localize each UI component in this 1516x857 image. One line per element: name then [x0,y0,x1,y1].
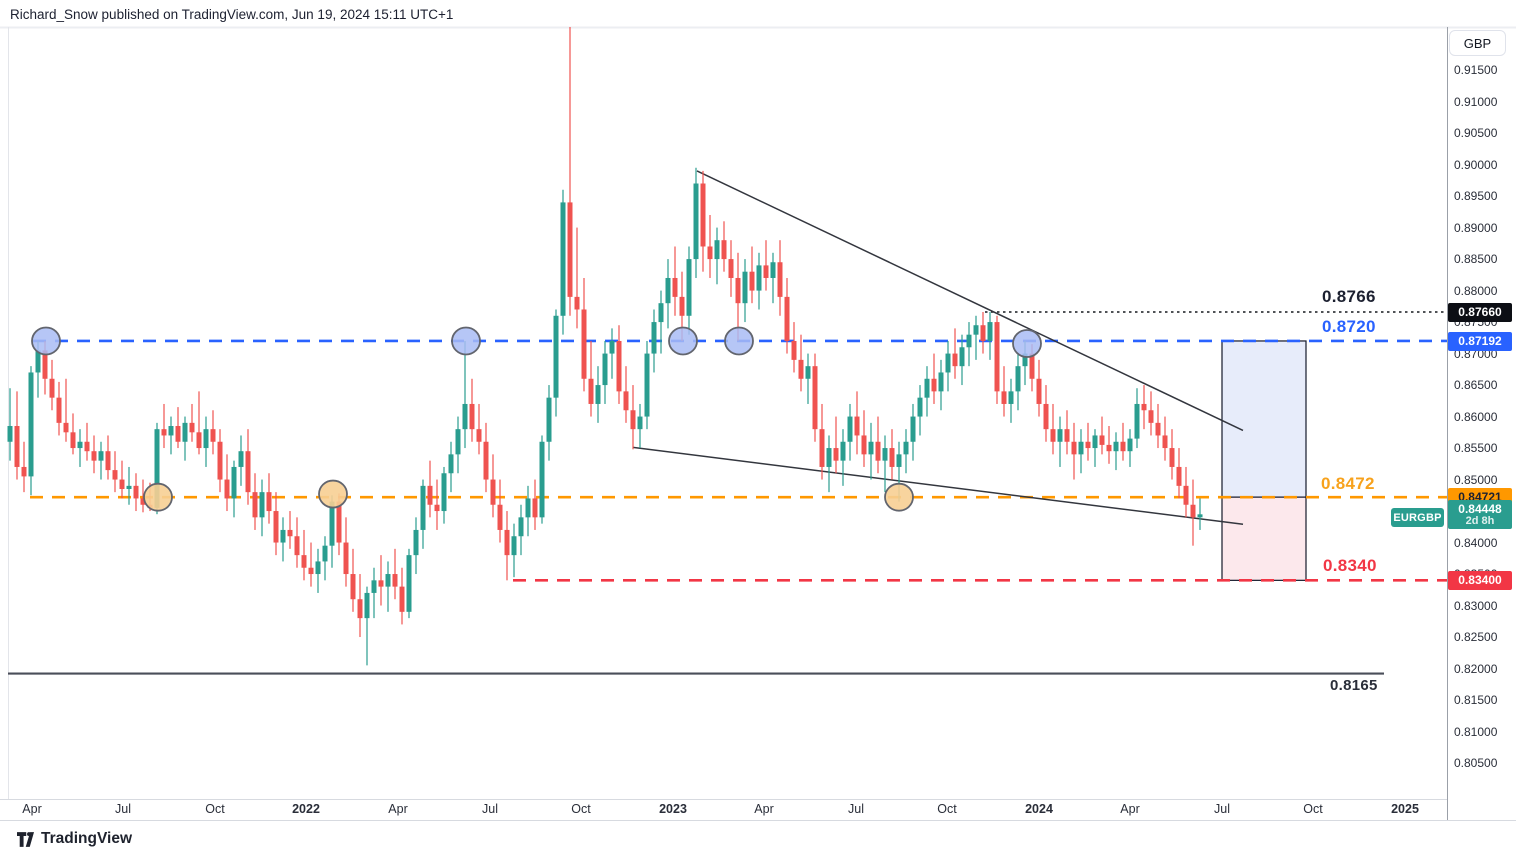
time-axis-label: Oct [937,802,957,816]
y-axis-tick: 0.86500 [1454,378,1498,393]
y-axis-tick: 0.83000 [1454,598,1498,613]
level-callout-0.8766: 0.8766 [1322,287,1376,306]
y-axis-tick: 0.81000 [1454,724,1498,739]
y-axis-tick: 0.81500 [1454,693,1498,707]
time-axis-label: Jul [1214,802,1230,816]
level-callout-0.8720: 0.8720 [1322,317,1376,336]
tradingview-logo[interactable]: TradingView [17,830,132,848]
price-flag-0.87192: 0.87192 [1448,331,1512,351]
upper-trendline [696,170,1244,432]
resistance-touch-marker-4 [724,326,754,356]
y-axis-tick: 0.88500 [1454,252,1498,267]
projection-box-up [1221,340,1307,498]
level-callout-0.8472: 0.8472 [1321,474,1375,493]
y-axis-tick: 0.82000 [1454,661,1498,676]
candles-group [7,27,1203,666]
time-axis-label: Jul [848,802,864,816]
support-touch-marker-3 [884,482,914,512]
y-axis-tick: 0.91000 [1454,94,1498,109]
time-axis-label: Apr [754,802,774,816]
price-flag-0.83400: 0.83400 [1448,570,1512,590]
tradingview-logo-icon [17,831,34,847]
time-axis-label: Apr [22,802,42,816]
y-axis-tick: 0.85500 [1454,441,1498,456]
tradingview-logo-text: TradingView [41,830,133,847]
time-axis-label: Oct [1303,802,1323,816]
support-touch-marker-2 [318,479,348,509]
time-axis-label: Jul [115,802,131,816]
time-axis-label: 2024 [1025,802,1053,816]
resistance-touch-marker-5 [1012,329,1042,358]
lower-trendline [632,446,1244,526]
y-axis-tick: 0.89000 [1454,220,1498,235]
support-touch-marker-1 [143,482,173,512]
currency-toggle-button[interactable]: GBP [1449,30,1506,56]
resistance-touch-marker-1 [31,326,61,356]
level-callout-0.8165: 0.8165 [1330,677,1378,694]
y-axis-tick: 0.89500 [1454,189,1498,204]
resistance-touch-marker-3 [668,326,698,356]
y-axis-tick: 0.90000 [1454,157,1498,172]
price-flag-0.84448: 0.84448 2d 8h [1448,500,1512,530]
time-axis-label: Jul [482,802,498,816]
y-axis-tick: 0.84000 [1454,535,1498,550]
level-callout-0.8340: 0.8340 [1323,556,1377,575]
time-axis-label: 2022 [292,802,320,816]
time-axis-label: Apr [388,802,408,816]
y-axis-tick: 0.85000 [1454,472,1498,487]
attribution-text: Richard_Snow published on TradingView.co… [10,7,454,22]
time-axis-label: Oct [571,802,591,816]
resistance-touch-marker-2 [451,326,481,356]
y-axis-tick: 0.82500 [1454,630,1498,645]
price-flag-0.87660: 0.87660 [1448,302,1512,322]
time-axis-label: 2023 [659,802,687,816]
y-axis-tick: 0.90500 [1454,126,1498,141]
y-axis-tick: 0.86000 [1454,409,1498,424]
symbol-tag: EURGBP [1391,508,1444,527]
time-axis-label: Apr [1120,802,1140,816]
projection-box-down [1221,496,1307,581]
time-axis-label: Oct [205,802,225,816]
y-axis-tick: 0.80500 [1454,756,1498,770]
y-axis-tick: 0.91500 [1454,63,1498,78]
y-axis-tick: 0.88000 [1454,283,1498,298]
time-axis-label: 2025 [1391,802,1419,816]
